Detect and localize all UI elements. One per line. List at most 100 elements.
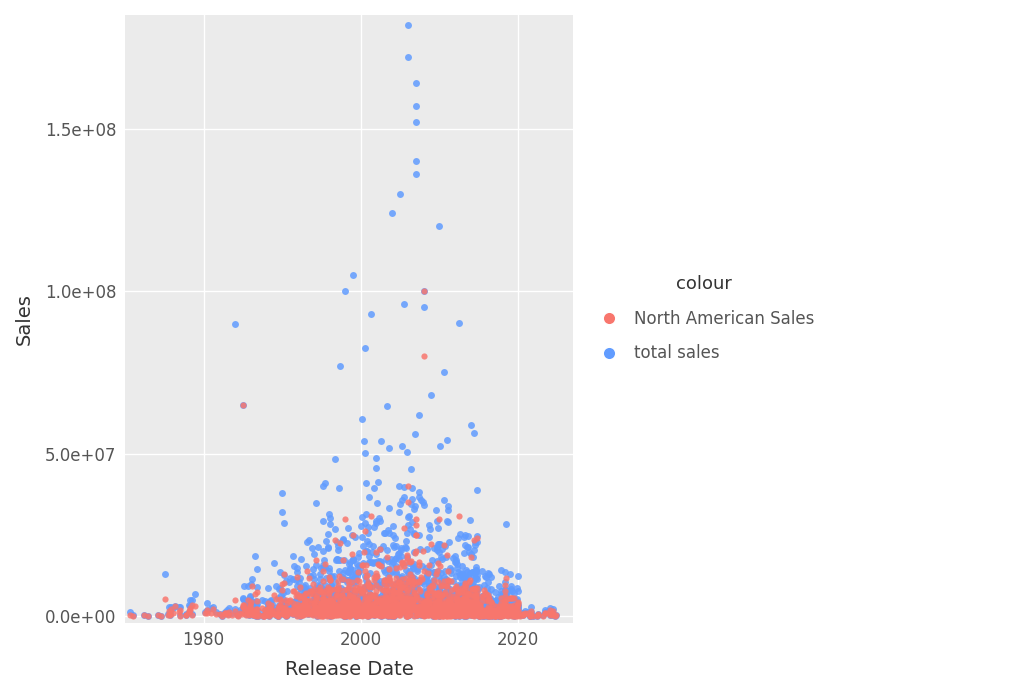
Point (479, 594, 496, 605)
Point (306, 597, 323, 608)
Point (321, 600, 337, 611)
Point (356, 517, 373, 528)
Point (475, 579, 492, 591)
Point (238, 609, 254, 620)
Point (348, 591, 365, 602)
Point (390, 604, 407, 616)
Point (501, 606, 517, 617)
Point (545, 606, 561, 617)
Point (236, 603, 252, 614)
Point (450, 559, 466, 570)
Point (324, 609, 340, 620)
Point (323, 600, 339, 611)
Point (301, 607, 317, 618)
Point (339, 601, 355, 612)
Point (431, 584, 447, 595)
Point (400, 568, 417, 579)
Point (446, 603, 463, 614)
Point (288, 605, 304, 616)
Point (404, 516, 421, 527)
Point (357, 603, 374, 614)
Point (397, 580, 414, 591)
Point (390, 586, 407, 598)
Point (347, 601, 364, 612)
Point (479, 595, 496, 606)
Point (497, 605, 513, 616)
Point (391, 591, 408, 602)
Point (348, 595, 365, 606)
Point (330, 581, 346, 592)
Point (339, 601, 355, 612)
Point (515, 609, 531, 620)
Point (501, 595, 517, 607)
Point (262, 602, 279, 613)
Point (291, 576, 307, 587)
Point (439, 610, 456, 621)
Point (537, 607, 553, 618)
Point (505, 609, 521, 620)
Point (260, 598, 276, 609)
Point (313, 596, 330, 607)
Point (536, 610, 552, 621)
Point (435, 610, 452, 621)
Point (122, 607, 138, 618)
Point (468, 608, 484, 619)
Point (272, 607, 289, 618)
Point (304, 602, 321, 613)
Point (257, 608, 273, 619)
Point (360, 607, 377, 618)
Point (256, 610, 272, 621)
Point (271, 600, 288, 611)
Point (499, 594, 515, 605)
Point (411, 560, 427, 571)
Point (387, 597, 403, 608)
Point (503, 604, 519, 616)
Point (446, 583, 463, 594)
Point (313, 601, 330, 612)
Point (408, 592, 424, 603)
Point (392, 609, 409, 620)
Point (460, 587, 476, 598)
Point (431, 513, 447, 524)
Point (298, 607, 314, 618)
Point (317, 535, 334, 546)
Point (456, 589, 472, 600)
Point (399, 604, 416, 616)
Point (409, 602, 425, 613)
Point (226, 606, 243, 617)
Point (393, 573, 410, 584)
Point (291, 602, 307, 613)
Point (349, 570, 366, 581)
Point (357, 600, 374, 611)
Point (331, 593, 347, 604)
Point (482, 607, 499, 618)
Point (341, 589, 357, 600)
Point (413, 605, 429, 616)
Point (413, 594, 429, 605)
Point (360, 581, 377, 592)
Point (503, 584, 519, 595)
Point (365, 540, 381, 551)
Point (459, 584, 475, 595)
Point (506, 609, 522, 620)
Point (466, 609, 482, 620)
Point (402, 603, 419, 614)
Point (400, 600, 417, 611)
Point (267, 593, 284, 604)
Point (240, 595, 256, 606)
Point (408, 578, 424, 589)
Point (467, 586, 483, 598)
Point (59, 609, 76, 620)
Point (335, 567, 351, 578)
Point (444, 607, 461, 618)
Point (483, 601, 500, 612)
Point (260, 597, 276, 608)
Point (436, 598, 453, 609)
Point (362, 608, 379, 619)
Point (435, 607, 452, 618)
Point (401, 511, 418, 522)
Point (406, 610, 422, 621)
Point (498, 600, 514, 611)
Point (454, 567, 470, 578)
Point (510, 585, 526, 596)
